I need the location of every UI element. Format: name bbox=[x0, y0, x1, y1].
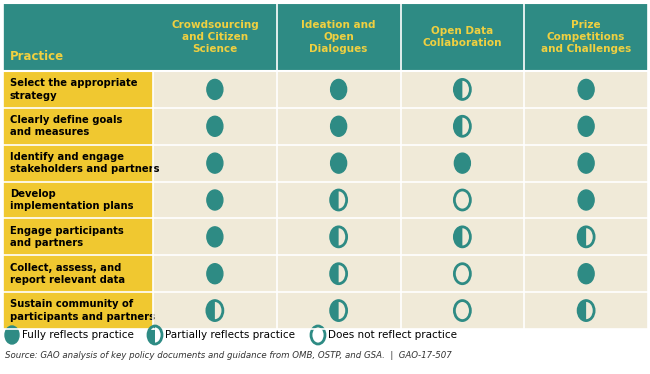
Ellipse shape bbox=[454, 153, 471, 173]
Text: Sustain community of
participants and partners: Sustain community of participants and pa… bbox=[10, 299, 155, 322]
Bar bbox=[153, 181, 648, 218]
Ellipse shape bbox=[578, 264, 594, 284]
Ellipse shape bbox=[331, 301, 346, 321]
Wedge shape bbox=[215, 301, 225, 321]
Bar bbox=[3, 3, 153, 71]
Wedge shape bbox=[586, 227, 596, 247]
Ellipse shape bbox=[207, 79, 223, 99]
Ellipse shape bbox=[207, 227, 223, 247]
Ellipse shape bbox=[331, 116, 346, 136]
Ellipse shape bbox=[454, 116, 471, 136]
Text: Fully reflects practice: Fully reflects practice bbox=[22, 330, 134, 340]
Ellipse shape bbox=[331, 227, 346, 247]
Bar bbox=[153, 218, 648, 255]
Ellipse shape bbox=[207, 190, 223, 210]
Wedge shape bbox=[155, 326, 164, 344]
Text: Crowdsourcing
and Citizen
Science: Crowdsourcing and Citizen Science bbox=[171, 19, 259, 54]
Ellipse shape bbox=[578, 153, 594, 173]
Bar bbox=[3, 218, 153, 255]
Text: Open Data
Collaboration: Open Data Collaboration bbox=[422, 26, 502, 48]
Text: Develop
implementation plans: Develop implementation plans bbox=[10, 189, 133, 211]
Text: Identify and engage
stakeholders and partners: Identify and engage stakeholders and par… bbox=[10, 152, 159, 174]
Bar bbox=[153, 3, 648, 71]
Text: Partially reflects practice: Partially reflects practice bbox=[165, 330, 295, 340]
Ellipse shape bbox=[578, 227, 594, 247]
Bar bbox=[153, 108, 648, 145]
Ellipse shape bbox=[578, 190, 594, 210]
Bar bbox=[153, 292, 648, 329]
Ellipse shape bbox=[331, 190, 346, 210]
Ellipse shape bbox=[331, 264, 346, 284]
Bar bbox=[3, 255, 153, 292]
Text: Clearly define goals
and measures: Clearly define goals and measures bbox=[10, 115, 122, 138]
Text: Collect, assess, and
report relevant data: Collect, assess, and report relevant dat… bbox=[10, 263, 125, 285]
Ellipse shape bbox=[207, 264, 223, 284]
Bar bbox=[3, 108, 153, 145]
Ellipse shape bbox=[207, 301, 223, 321]
Wedge shape bbox=[462, 116, 473, 136]
Ellipse shape bbox=[454, 227, 471, 247]
Wedge shape bbox=[462, 79, 473, 99]
Ellipse shape bbox=[207, 116, 223, 136]
Bar bbox=[3, 292, 153, 329]
Ellipse shape bbox=[5, 326, 19, 344]
Text: Practice: Practice bbox=[10, 50, 64, 63]
Bar bbox=[3, 71, 153, 108]
Text: Select the appropriate
strategy: Select the appropriate strategy bbox=[10, 78, 138, 101]
Text: Engage participants
and partners: Engage participants and partners bbox=[10, 226, 123, 248]
Bar bbox=[153, 71, 648, 108]
Wedge shape bbox=[339, 301, 348, 321]
Text: Prize
Competitions
and Challenges: Prize Competitions and Challenges bbox=[541, 19, 631, 54]
Ellipse shape bbox=[331, 79, 346, 99]
Text: Source: GAO analysis of key policy documents and guidance from OMB, OSTP, and GS: Source: GAO analysis of key policy docum… bbox=[5, 351, 452, 360]
Wedge shape bbox=[339, 190, 348, 210]
Ellipse shape bbox=[148, 326, 162, 344]
Wedge shape bbox=[339, 264, 348, 284]
Ellipse shape bbox=[578, 301, 594, 321]
Wedge shape bbox=[339, 227, 348, 247]
Text: Does not reflect practice: Does not reflect practice bbox=[328, 330, 457, 340]
Bar bbox=[3, 181, 153, 218]
Ellipse shape bbox=[207, 153, 223, 173]
Ellipse shape bbox=[454, 79, 471, 99]
Bar bbox=[3, 145, 153, 181]
Wedge shape bbox=[462, 227, 473, 247]
Ellipse shape bbox=[331, 153, 346, 173]
Ellipse shape bbox=[578, 116, 594, 136]
Ellipse shape bbox=[578, 79, 594, 99]
Wedge shape bbox=[586, 301, 596, 321]
Bar bbox=[153, 145, 648, 181]
Bar bbox=[153, 255, 648, 292]
Text: Ideation and
Open
Dialogues: Ideation and Open Dialogues bbox=[302, 19, 376, 54]
